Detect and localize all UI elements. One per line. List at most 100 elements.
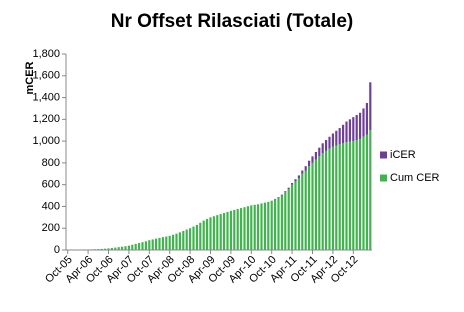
bar — [220, 214, 222, 250]
bar — [339, 128, 341, 144]
bar — [325, 151, 327, 250]
bar — [203, 221, 205, 250]
bar — [332, 147, 334, 250]
bar — [240, 208, 242, 250]
legend-swatch — [380, 152, 387, 159]
bar — [264, 203, 266, 250]
bar — [352, 117, 354, 141]
y-tick-label: 1,600 — [32, 70, 60, 82]
bar — [223, 213, 225, 250]
y-tick-label: 600 — [42, 179, 60, 191]
bar — [359, 113, 361, 139]
bar — [216, 215, 218, 250]
bar — [135, 244, 137, 250]
bar — [233, 210, 235, 250]
bar — [322, 153, 324, 250]
bar — [298, 178, 300, 250]
bar — [315, 152, 317, 160]
y-tick-label: 200 — [42, 222, 60, 234]
legend-label: iCER — [390, 149, 416, 161]
bar — [345, 122, 347, 143]
bar — [131, 245, 133, 250]
bar — [169, 236, 171, 250]
bar — [305, 171, 307, 250]
bar — [366, 103, 368, 135]
y-tick-label: 0 — [54, 244, 60, 256]
bar — [284, 191, 286, 192]
bar — [291, 183, 293, 185]
bar — [318, 148, 320, 157]
bar — [318, 156, 320, 250]
bar — [342, 125, 344, 144]
bar — [288, 188, 290, 189]
bar — [199, 223, 201, 250]
bar — [162, 237, 164, 250]
chart-title: Nr Offset Rilasciati (Totale) — [111, 11, 353, 32]
bar — [226, 212, 228, 250]
bar — [342, 143, 344, 250]
bar — [254, 205, 256, 250]
bar — [366, 135, 368, 250]
bar — [362, 108, 364, 136]
bar — [172, 235, 174, 250]
bar — [138, 243, 140, 250]
bar — [165, 236, 167, 250]
bar — [349, 119, 351, 141]
bar — [359, 139, 361, 250]
legend-label: Cum CER — [390, 172, 440, 184]
bar — [298, 175, 300, 178]
bar — [155, 239, 157, 250]
bar — [356, 115, 358, 140]
bar — [237, 209, 239, 250]
bar — [189, 228, 191, 250]
bar — [332, 133, 334, 146]
bar — [328, 137, 330, 149]
bar — [315, 160, 317, 250]
bar — [274, 199, 276, 250]
bar — [284, 192, 286, 250]
bar — [250, 205, 252, 250]
y-tick-label: 1,400 — [32, 91, 60, 103]
bar — [311, 163, 313, 250]
bar — [213, 216, 215, 250]
bar — [260, 203, 262, 250]
bar — [271, 201, 273, 250]
bar — [152, 239, 154, 250]
bar — [148, 240, 150, 250]
y-tick-label: 400 — [42, 200, 60, 212]
bar — [345, 142, 347, 250]
bar — [308, 161, 310, 166]
bar — [175, 234, 177, 250]
bar — [335, 131, 337, 146]
bar — [369, 82, 371, 130]
bar — [145, 241, 147, 250]
bar — [356, 140, 358, 250]
bar — [322, 143, 324, 153]
bar — [206, 219, 208, 250]
y-tick-label: 1,200 — [32, 113, 60, 125]
bar — [196, 225, 198, 250]
y-tick-label: 800 — [42, 157, 60, 169]
bar — [301, 174, 303, 250]
bar — [124, 246, 126, 250]
bar — [288, 189, 290, 250]
bar — [186, 230, 188, 250]
bar — [247, 206, 249, 250]
bar — [158, 238, 160, 250]
bar — [294, 181, 296, 250]
bar — [257, 204, 259, 250]
bar — [277, 197, 279, 198]
bar — [339, 144, 341, 250]
bar — [230, 211, 232, 250]
bar — [179, 232, 181, 250]
bar — [267, 202, 269, 250]
bar — [182, 231, 184, 250]
bar — [281, 196, 283, 250]
y-tick-label: 1,000 — [32, 135, 60, 147]
bar — [294, 179, 296, 181]
bar — [277, 198, 279, 250]
bar — [209, 217, 211, 250]
bar — [335, 145, 337, 250]
bar — [243, 207, 245, 250]
